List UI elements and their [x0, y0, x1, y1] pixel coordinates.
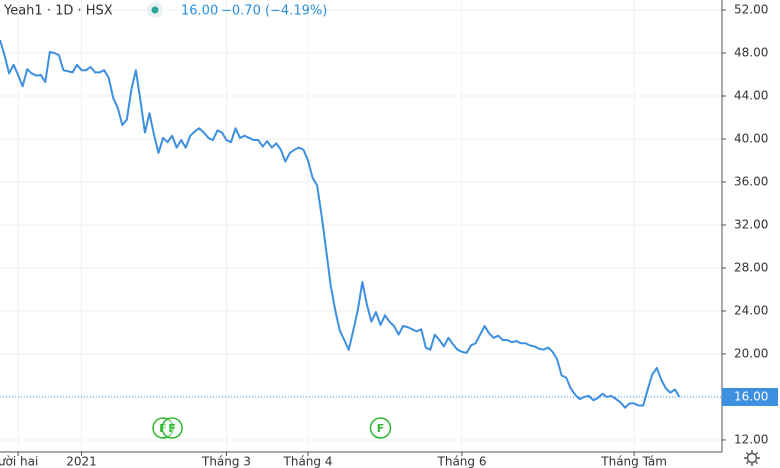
settings-icon[interactable]: [744, 450, 760, 466]
x-tick-label: 2021: [66, 455, 97, 468]
event-marker: [161, 417, 183, 439]
event-marker: [152, 417, 174, 439]
x-tick-label: Tháng 3: [201, 455, 251, 468]
event-label: F: [377, 422, 385, 435]
y-tick-label: 36.00: [734, 174, 768, 188]
header: Yeah1 · 1D · HSX 16.00 −0.70 (−4.19%): [3, 2, 327, 19]
event-marker: [369, 417, 392, 439]
symbol: Yeah1 · 1D · HSX: [3, 4, 113, 19]
y-tick-label: 52.00: [734, 2, 768, 16]
event-label: F: [159, 422, 167, 435]
price-line: [0, 39, 681, 409]
y-tick-label: 48.00: [734, 45, 768, 59]
y-tick-label: 44.00: [734, 88, 768, 102]
y-tick-label: 20.00: [734, 346, 768, 360]
change: −0.70 (−4.19%): [221, 4, 327, 19]
y-tick-label: 32.00: [734, 217, 768, 231]
event-label: F: [168, 422, 176, 435]
y-tick-label: 28.00: [734, 260, 768, 274]
x-tick-label: Tháng 4: [283, 455, 333, 468]
gear-teeth[interactable]: [744, 450, 760, 466]
price: 16.00: [181, 4, 218, 19]
gear[interactable]: [746, 452, 758, 464]
x-tick-label: Tháng Tám: [600, 455, 667, 468]
last-price-label: 16.00: [734, 389, 768, 403]
x-tick-label: Tháng 6: [437, 455, 487, 468]
y-tick-label: 24.00: [734, 303, 768, 317]
y-tick-label: 12.00: [734, 432, 768, 446]
x-tick-label: ười hai: [0, 455, 38, 468]
last-price-tag: [722, 387, 778, 406]
status-dot: [151, 6, 159, 14]
y-tick-label: 40.00: [734, 131, 768, 145]
